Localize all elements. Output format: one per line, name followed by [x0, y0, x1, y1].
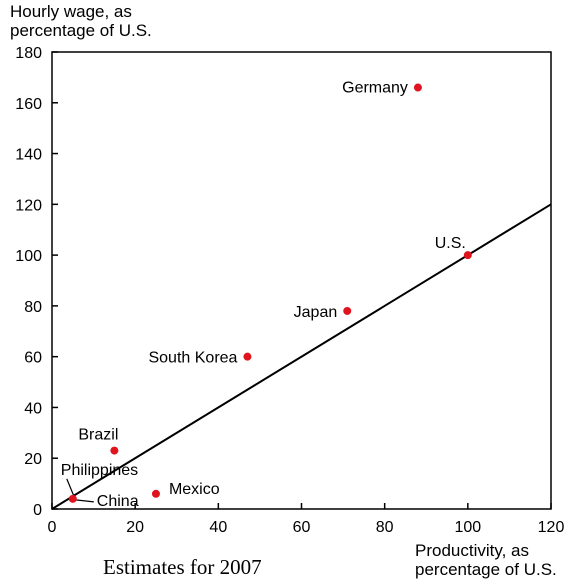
- axis-ticks: 0 20 40 60 80 100 120 0 20 40 60 80 100 120 140 160 180: [15, 45, 564, 536]
- point-labels: Germany U.S. Japan South Korea Brazil Mexico P…: [61, 80, 466, 510]
- y-tick-label: 0: [33, 502, 42, 519]
- point-label-mexico: Mexico: [169, 481, 220, 498]
- x-tick-label: 40: [209, 519, 227, 536]
- point-japan-marker: [343, 306, 352, 315]
- point-brazil-marker: [110, 446, 119, 455]
- x-tick-label: 20: [126, 519, 144, 536]
- point-germany-marker: [413, 83, 422, 92]
- x-tick-label: 0: [48, 519, 57, 536]
- y-tick-label: 80: [24, 299, 42, 316]
- x-tick-label: 80: [376, 519, 394, 536]
- y-tick-label: 160: [15, 96, 42, 113]
- y-tick-label: 40: [24, 400, 42, 417]
- philippines-leader-line: [66, 478, 75, 497]
- data-points: [68, 83, 472, 503]
- y-tick-label: 120: [15, 197, 42, 214]
- y-tick-label: 180: [15, 45, 42, 62]
- point-u-s--marker: [463, 251, 472, 260]
- y-tick-label: 20: [24, 451, 42, 468]
- point-label-brazil: Brazil: [78, 427, 118, 444]
- x-tick-label: 100: [454, 519, 481, 536]
- point-mexico-marker: [151, 489, 160, 498]
- x-axis-title-line-1: Productivity, as: [415, 541, 530, 560]
- x-tick-label: 60: [293, 519, 311, 536]
- x-axis-title: Productivity, as percentage of U.S.: [415, 541, 557, 579]
- y-tick-label: 60: [24, 350, 42, 367]
- point-label-china: China: [97, 493, 139, 510]
- y-tick-label: 140: [15, 147, 42, 164]
- x-axis-title-line-2: percentage of U.S.: [415, 560, 557, 579]
- point-philippines-marker: [68, 494, 77, 503]
- y-axis-title-line-1: Hourly wage, as: [10, 2, 132, 21]
- point-label-u-s-: U.S.: [435, 235, 466, 252]
- plot-frame: [51, 51, 552, 510]
- point-south-korea-marker: [243, 352, 252, 361]
- point-label-philippines: Philippines: [61, 462, 138, 479]
- y-axis-title-line-2: percentage of U.S.: [10, 21, 152, 40]
- x-tick-label: 120: [538, 519, 565, 536]
- point-label-south-korea: South Korea: [148, 350, 237, 367]
- china-leader-line: [75, 499, 94, 503]
- point-label-japan: Japan: [294, 304, 338, 321]
- chart-caption: Estimates for 2007: [103, 555, 262, 579]
- y-axis-title: Hourly wage, as percentage of U.S.: [10, 2, 152, 40]
- point-label-germany: Germany: [342, 80, 408, 97]
- y-tick-label: 100: [15, 248, 42, 265]
